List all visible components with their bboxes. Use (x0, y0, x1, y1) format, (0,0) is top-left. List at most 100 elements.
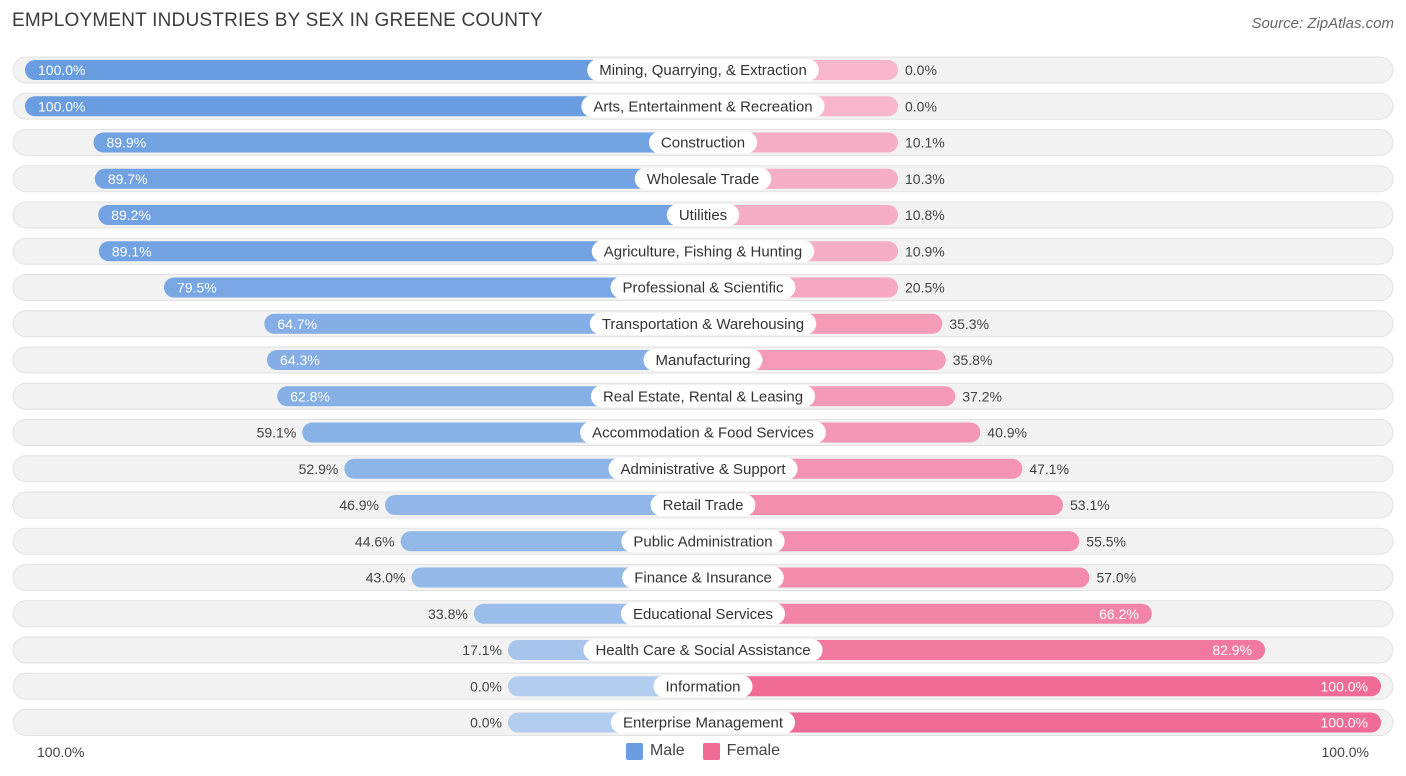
category-label-real-estate-rental-leasing: Real Estate, Rental & Leasing (603, 388, 803, 405)
category-pill-accommodation-food-services (580, 421, 826, 444)
category-pill-educational-services (620, 602, 786, 625)
source-credit: Source: ZipAtlas.com (1251, 15, 1394, 32)
value-label-male-educational-services: 33.8% (428, 606, 468, 622)
bar-female-public-administration (703, 531, 1080, 552)
value-label-female-construction: 10.1% (905, 135, 945, 151)
category-label-finance-insurance: Finance & Insurance (634, 570, 772, 587)
category-pill-construction (648, 131, 758, 154)
category-pill-public-administration (621, 530, 785, 553)
value-label-male-agriculture-fishing-hunting: 89.1% (112, 243, 152, 259)
value-label-female-public-administration: 55.5% (1086, 533, 1126, 549)
axis-left-label: 100.0% (37, 744, 85, 760)
category-label-administrative-support: Administrative & Support (620, 461, 786, 478)
value-label-male-arts-entertainment-recreation: 100.0% (38, 98, 85, 114)
value-label-male-health-care-social-assistance: 17.1% (462, 642, 502, 658)
bar-female-finance-insurance (703, 567, 1090, 588)
legend-label-male: Male (649, 742, 685, 759)
category-label-arts-entertainment-recreation: Arts, Entertainment & Recreation (593, 98, 812, 115)
category-pill-transportation-warehousing (589, 312, 817, 335)
bar-male-mining-quarrying-extraction (25, 60, 703, 80)
value-label-female-mining-quarrying-extraction: 0.0% (905, 62, 937, 78)
value-label-male-transportation-warehousing: 64.7% (277, 316, 317, 332)
bar-male-professional-scientific (163, 277, 704, 298)
value-label-male-information: 0.0% (470, 678, 502, 694)
bar-male-agriculture-fishing-hunting (98, 241, 704, 262)
value-label-female-agriculture-fishing-hunting: 10.9% (905, 243, 945, 259)
value-label-female-health-care-social-assistance: 82.9% (1212, 642, 1252, 658)
axis-right-label: 100.0% (1321, 744, 1369, 760)
value-label-female-educational-services: 66.2% (1099, 606, 1139, 622)
category-label-educational-services: Educational Services (633, 606, 773, 623)
value-label-male-wholesale-trade: 89.7% (108, 171, 148, 187)
category-pill-professional-scientific (610, 276, 796, 299)
category-pill-enterprise-management (610, 711, 796, 734)
value-label-female-wholesale-trade: 10.3% (905, 171, 945, 187)
legend-swatch-female (702, 742, 720, 760)
category-label-health-care-social-assistance: Health Care & Social Assistance (595, 642, 810, 659)
category-label-wholesale-trade: Wholesale Trade (647, 171, 760, 188)
chart-title: EMPLOYMENT INDUSTRIES BY SEX IN GREENE C… (12, 10, 543, 31)
value-label-female-manufacturing: 35.8% (953, 352, 993, 368)
bar-male-wholesale-trade (94, 168, 704, 189)
value-label-female-real-estate-rental-leasing: 37.2% (962, 388, 1002, 404)
value-label-male-public-administration: 44.6% (355, 533, 395, 549)
legend-item-male[interactable]: Male (625, 742, 685, 760)
value-label-male-accommodation-food-services: 59.1% (257, 425, 297, 441)
category-pill-retail-trade (650, 494, 756, 516)
category-label-agriculture-fishing-hunting: Agriculture, Fishing & Hunting (604, 243, 802, 260)
bar-male-arts-entertainment-recreation (25, 96, 703, 117)
bar-female-manufacturing (703, 350, 946, 370)
value-label-female-arts-entertainment-recreation: 0.0% (905, 98, 937, 114)
bar-male-utilities (98, 205, 703, 225)
category-pill-real-estate-rental-leasing (590, 385, 816, 408)
legend-swatch-male (625, 742, 643, 760)
legend: Male Female (0, 742, 1406, 760)
value-label-male-mining-quarrying-extraction: 100.0% (38, 62, 85, 78)
value-label-female-transportation-warehousing: 35.3% (949, 316, 989, 332)
bar-female-educational-services (703, 603, 1152, 624)
category-label-manufacturing: Manufacturing (655, 352, 750, 369)
value-label-male-enterprise-management: 0.0% (470, 715, 502, 731)
category-pill-arts-entertainment-recreation (581, 95, 825, 118)
category-label-mining-quarrying-extraction: Mining, Quarrying, & Extraction (599, 62, 807, 79)
category-label-accommodation-food-services: Accommodation & Food Services (592, 425, 814, 442)
legend-item-female[interactable]: Female (702, 742, 781, 760)
category-label-information: Information (665, 678, 740, 695)
bar-female-health-care-social-assistance (703, 640, 1266, 660)
bar-female-utilities (703, 205, 898, 225)
value-label-male-professional-scientific: 79.5% (177, 280, 217, 296)
category-pill-information (653, 675, 753, 698)
value-label-male-manufacturing: 64.3% (280, 352, 320, 368)
category-label-construction: Construction (661, 135, 745, 152)
chart-canvas: 100.0% 0.0% Mining, Quarrying, & Extractio… (12, 56, 1394, 736)
value-label-male-administrative-support: 52.9% (299, 461, 339, 477)
legend-label-female: Female (726, 742, 781, 759)
value-label-male-utilities: 89.2% (111, 207, 151, 223)
bar-female-retail-trade (703, 495, 1064, 515)
bar-male-construction (93, 132, 703, 153)
value-label-female-administrative-support: 47.1% (1029, 461, 1069, 477)
bar-male-manufacturing (267, 350, 703, 370)
value-label-female-enterprise-management: 100.0% (1321, 715, 1368, 731)
value-label-female-information: 100.0% (1321, 678, 1368, 694)
category-pill-health-care-social-assistance (583, 639, 823, 661)
value-label-male-finance-insurance: 43.0% (366, 570, 406, 586)
category-pill-administrative-support (608, 457, 798, 480)
value-label-female-retail-trade: 53.1% (1070, 497, 1110, 513)
category-pill-finance-insurance (622, 566, 784, 589)
value-label-female-professional-scientific: 20.5% (905, 280, 945, 296)
category-pill-manufacturing (643, 349, 763, 371)
category-label-professional-scientific: Professional & Scientific (623, 280, 784, 297)
bar-female-enterprise-management (703, 712, 1381, 733)
category-pill-wholesale-trade (634, 167, 772, 190)
bar-male-information (508, 676, 703, 697)
category-label-utilities: Utilities (679, 207, 727, 224)
category-pill-utilities (666, 204, 740, 226)
category-label-public-administration: Public Administration (633, 533, 772, 550)
category-label-transportation-warehousing: Transportation & Warehousing (602, 316, 804, 333)
value-label-female-accommodation-food-services: 40.9% (987, 425, 1027, 441)
value-label-female-finance-insurance: 57.0% (1096, 570, 1136, 586)
value-label-female-utilities: 10.8% (905, 207, 945, 223)
bar-male-retail-trade (385, 495, 703, 515)
category-pill-mining-quarrying-extraction (587, 59, 819, 81)
